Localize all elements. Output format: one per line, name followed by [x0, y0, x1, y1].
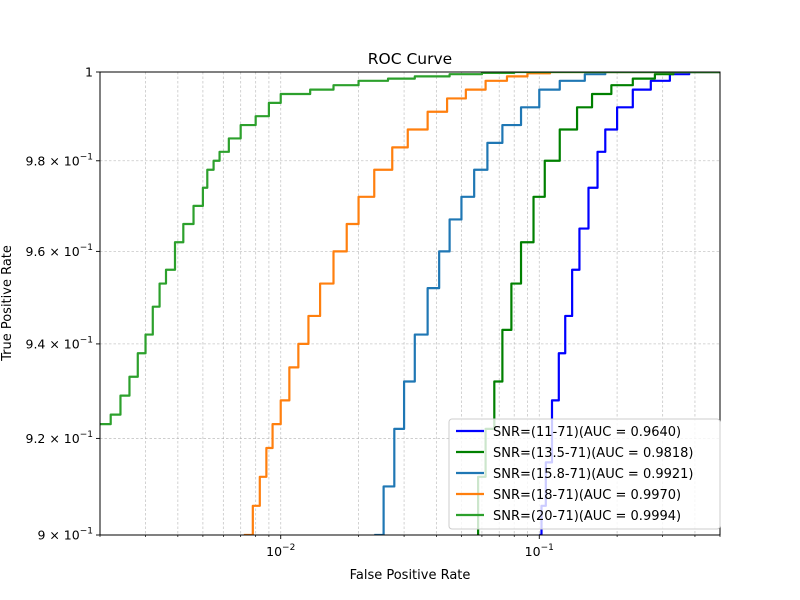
legend-label-4: SNR=(18-71)(AUC = 0.9970) [493, 488, 681, 503]
roc-series-line-3 [374, 72, 720, 535]
axis-ticks [96, 71, 721, 539]
legend-label-5: SNR=(20-71)(AUC = 0.9994) [493, 509, 681, 524]
x-axis-label: False Positive Rate [350, 568, 471, 583]
roc-series-line-4 [243, 72, 720, 535]
plot-frame [99, 71, 721, 536]
y-axis-label: True Positive Rate [0, 245, 15, 362]
y-tick-label: 9.4 × 10−1 [26, 335, 94, 351]
x-tick-label: 10−2 [266, 543, 295, 559]
legend: SNR=(11-71)(AUC = 0.9640) SNR=(13.5-71)(A… [448, 418, 721, 530]
y-tick-label: 9 × 10−1 [37, 527, 93, 543]
chart-title: ROC Curve [368, 50, 452, 68]
y-tick-label: 9.2 × 10−1 [26, 430, 94, 446]
x-tick-label: 10−1 [525, 543, 554, 559]
legend-label-3: SNR=(15.8-71)(AUC = 0.9921) [493, 467, 694, 482]
tick-labels: 9 × 10−1 9.2 × 10−1 9.4 × 10−1 9.6 × 10−1 9.… [26, 65, 554, 560]
legend-label-2: SNR=(13.5-71)(AUC = 0.9818) [493, 446, 694, 461]
y-tick-label: 1 [85, 65, 93, 80]
roc-series-line-5 [100, 72, 720, 426]
legend-label-1: SNR=(11-71)(AUC = 0.9640) [493, 425, 681, 440]
legend-frame [448, 418, 721, 530]
y-tick-label: 9.8 × 10−1 [26, 152, 94, 168]
y-tick-label: 9.6 × 10−1 [26, 243, 94, 259]
